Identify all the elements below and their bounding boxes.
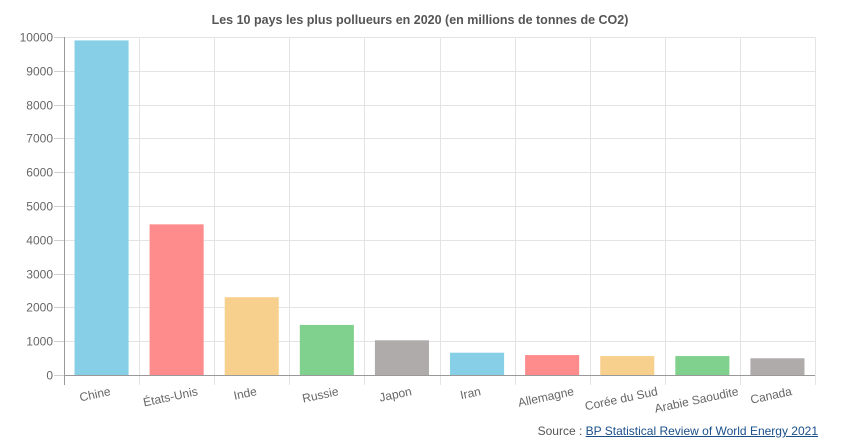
bar-chine[interactable] <box>74 40 129 376</box>
x-tick-label: Allemagne <box>517 384 576 410</box>
bars <box>74 40 805 376</box>
axes <box>64 37 815 385</box>
x-tick-label: Russie <box>301 384 340 405</box>
x-tick-label: Arabie Saoudite <box>653 384 740 416</box>
source-note: Source : BP Statistical Review of World … <box>538 424 818 438</box>
bar-iran[interactable] <box>450 352 505 375</box>
y-tick-label: 10000 <box>20 31 54 45</box>
y-tick-label: 6000 <box>26 166 53 180</box>
x-tick-label: Japon <box>378 384 413 404</box>
x-tick-label: Inde <box>232 384 258 403</box>
bar-russie[interactable] <box>299 324 354 375</box>
bar-chart: Les 10 pays les plus pollueurs en 2020 (… <box>20 13 816 416</box>
bar-arabie-saoudite[interactable] <box>675 356 730 375</box>
bar-cor-e-du-sud[interactable] <box>600 356 655 375</box>
y-axis-ticks: 0 1000 2000 3000 4000 5000 6000 7000 8000 9000 100… <box>20 31 64 383</box>
x-tick-label: Iran <box>459 384 482 402</box>
x-tick-label: Corée du Sud <box>584 384 659 413</box>
bar-canada[interactable] <box>750 358 805 375</box>
source-link[interactable]: BP Statistical Review of World Energy 20… <box>585 424 818 438</box>
x-tick-label: Chine <box>78 384 112 404</box>
y-tick-label: 4000 <box>26 234 53 248</box>
y-tick-label: 2000 <box>26 301 53 315</box>
x-axis-ticks: Chine États-Unis Inde Russie Japon Iran Allema… <box>78 383 793 415</box>
y-tick-label: 1000 <box>26 335 53 349</box>
x-tick-label: Canada <box>749 384 793 407</box>
y-tick-label: 5000 <box>26 200 53 214</box>
y-tick-label: 0 <box>46 369 53 383</box>
y-tick-label: 3000 <box>26 268 53 282</box>
bar-inde[interactable] <box>224 297 279 375</box>
source-prefix: Source : <box>537 424 586 438</box>
y-tick-label: 7000 <box>26 132 53 146</box>
y-tick-label: 9000 <box>26 65 53 79</box>
bar-allemagne[interactable] <box>525 355 580 375</box>
x-tick-label: États-Unis <box>142 383 199 409</box>
chart-title: Les 10 pays les plus pollueurs en 2020 (… <box>212 13 629 27</box>
bar-japon[interactable] <box>374 340 429 375</box>
y-tick-label: 8000 <box>26 99 53 113</box>
bar--tats-unis[interactable] <box>149 224 204 375</box>
